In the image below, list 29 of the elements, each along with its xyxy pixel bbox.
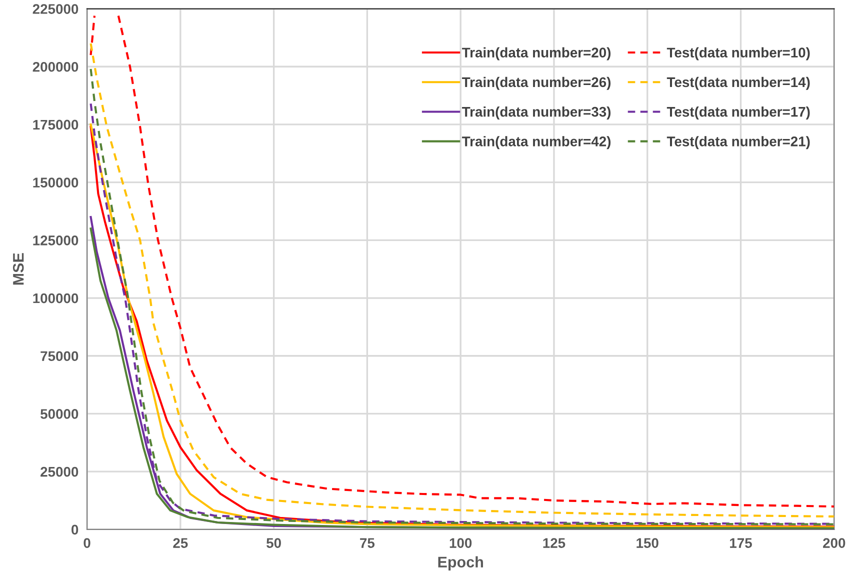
x-tick-label: 125 bbox=[543, 538, 566, 548]
y-tick-label: 175000 bbox=[33, 120, 78, 130]
y-tick-label: 125000 bbox=[33, 236, 78, 246]
legend-label: Train(data number=42) bbox=[462, 136, 611, 150]
x-tick-label: 175 bbox=[730, 538, 752, 548]
x-tick-label: 50 bbox=[266, 538, 281, 548]
legend-label: Train(data number=26) bbox=[462, 76, 611, 90]
x-tick-label: 25 bbox=[173, 538, 188, 548]
legend-label: Train(data number=20) bbox=[462, 47, 611, 60]
x-tick-label: 0 bbox=[84, 538, 90, 548]
x-axis-title: Epoch bbox=[438, 556, 483, 571]
legend-label: Test(data number=10) bbox=[666, 47, 810, 60]
y-tick-label: 50000 bbox=[40, 409, 78, 419]
y-tick-label: 150000 bbox=[33, 178, 78, 188]
x-tick-label: 150 bbox=[636, 538, 658, 548]
y-axis-title: MSE bbox=[12, 253, 24, 285]
y-tick-label: 200000 bbox=[32, 62, 78, 72]
legend-label: Test(data number=14) bbox=[666, 76, 810, 90]
y-tick-label: 100000 bbox=[33, 293, 78, 304]
y-tick-label: 75000 bbox=[40, 351, 78, 362]
legend-label: Test(data number=21) bbox=[666, 136, 810, 150]
x-tick-label: 200 bbox=[823, 538, 846, 548]
y-tick-label: 0 bbox=[72, 524, 78, 535]
x-tick-label: 75 bbox=[360, 538, 375, 548]
x-tick-label: 100 bbox=[450, 538, 472, 548]
y-tick-label: 225000 bbox=[32, 4, 78, 14]
legend-label: Train(data number=33) bbox=[462, 106, 611, 120]
y-tick-label: 25000 bbox=[40, 466, 78, 477]
legend-label: Test(data number=17) bbox=[666, 106, 810, 120]
